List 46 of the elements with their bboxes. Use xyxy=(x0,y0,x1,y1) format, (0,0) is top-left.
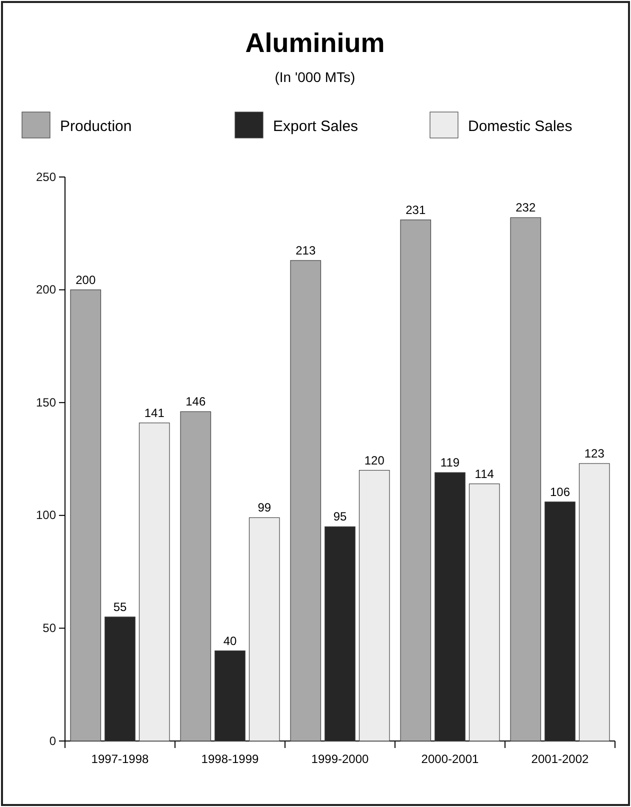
bar xyxy=(544,502,576,742)
data-label: 99 xyxy=(258,500,272,515)
x-tick-label: 1997-1998 xyxy=(91,752,150,766)
data-label: 106 xyxy=(550,484,570,499)
bar xyxy=(578,463,610,742)
bar xyxy=(104,616,136,742)
bar xyxy=(324,526,356,742)
y-tick-label: 0 xyxy=(49,734,56,748)
bar xyxy=(70,290,102,742)
data-label: 114 xyxy=(474,466,494,481)
legend-label: Export Sales xyxy=(273,118,358,135)
data-label: 119 xyxy=(440,456,460,470)
chart-subtitle: (In '000 MTs) xyxy=(274,69,356,85)
y-tick-label: 200 xyxy=(36,282,56,297)
bar xyxy=(290,260,322,742)
y-tick-label: 250 xyxy=(36,170,56,184)
y-tick-label: 150 xyxy=(36,395,56,410)
y-tick-label: 100 xyxy=(36,508,56,522)
data-label: 146 xyxy=(186,394,206,409)
data-label: 213 xyxy=(296,243,316,258)
data-label: 123 xyxy=(584,446,605,461)
legend-label: Production xyxy=(60,118,132,135)
bar xyxy=(358,470,390,742)
x-tick-label: 1998-1999 xyxy=(201,752,260,766)
data-label: 55 xyxy=(113,600,127,614)
bar xyxy=(214,650,246,742)
data-label: 40 xyxy=(223,634,237,648)
data-label: 232 xyxy=(516,200,536,215)
data-label: 141 xyxy=(144,406,165,420)
bar xyxy=(248,517,280,742)
bar xyxy=(180,411,212,742)
bar xyxy=(510,217,542,742)
bar xyxy=(468,484,500,742)
bar xyxy=(138,422,170,742)
x-tick-label: 2001-2002 xyxy=(531,752,590,766)
x-tick-label: 1999-2000 xyxy=(311,752,370,766)
x-tick-label: 2000-2001 xyxy=(421,752,480,766)
data-label: 120 xyxy=(364,453,385,468)
data-label: 95 xyxy=(333,510,347,524)
y-tick-label: 50 xyxy=(42,621,56,636)
bar xyxy=(434,472,466,742)
bar xyxy=(400,220,432,742)
data-label: 200 xyxy=(76,272,96,287)
legend-label: Domestic Sales xyxy=(468,118,572,135)
chart-title: Aluminium xyxy=(245,28,385,58)
data-label: 231 xyxy=(406,202,426,217)
